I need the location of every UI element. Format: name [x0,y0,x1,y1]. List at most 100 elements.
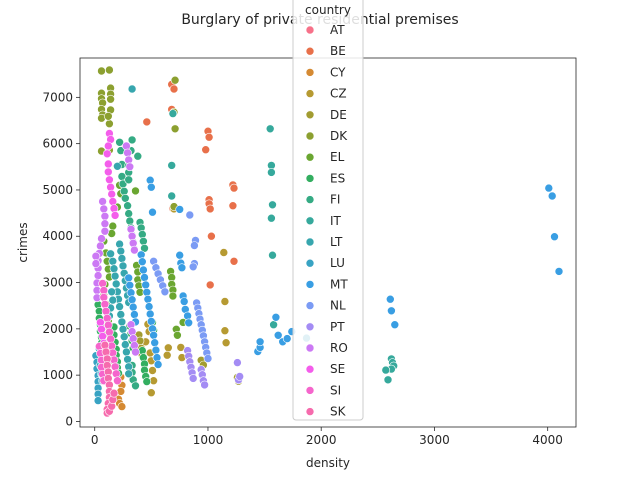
point-mt-8 [179,297,189,306]
point-si-12 [110,362,120,372]
point-lt-0 [106,249,115,259]
legend-marker-ro [305,343,315,353]
point-pt-12 [235,372,244,381]
point-pt-5 [188,374,198,383]
point-it-2 [167,191,176,201]
legend-label-el: EL [330,150,345,164]
point-mt-44 [125,280,135,290]
point-mt-47 [128,302,138,312]
point-ro-28 [131,347,140,357]
x-axis: 0 1000 2000 3000 4000 [91,427,563,447]
point-fi-18 [124,175,133,185]
point-be-8 [229,183,239,193]
point-se-9 [108,197,118,206]
point-el-16 [108,221,118,231]
legend-box [292,0,364,421]
point-mt-29 [139,265,148,275]
point-fi-6 [121,194,130,203]
point-lu-7 [93,396,103,405]
point-cz-7 [147,388,156,398]
point-lt-7 [115,302,124,311]
legend-label-nl: NL [330,299,346,313]
legend-label-pt: PT [330,320,345,334]
point-mt-42 [153,360,163,369]
point-be-11 [228,201,238,210]
point-mt-1 [147,182,156,192]
point-si-14 [113,376,122,386]
point-fi-0 [115,138,124,147]
point-lt-18 [108,295,118,305]
point-it-0 [168,109,178,118]
point-se-6 [105,175,114,185]
point-fi-7 [123,201,132,210]
point-mt-43 [124,273,133,283]
point-lt-9 [117,317,127,327]
point-ro-1 [99,204,109,214]
point-it-8 [268,250,277,260]
point-be-15 [229,256,239,266]
legend-marker-si [305,386,315,395]
point-lt-4 [111,279,121,289]
point-ro-25 [127,327,137,336]
point-si-6 [104,320,113,330]
legend-marker-mt [305,280,315,289]
point-lt-13 [122,347,131,357]
x-tick-label: 4000 [532,433,563,447]
legend-marker-se [305,364,315,374]
x-tick-label: 1000 [193,433,224,447]
point-ro-6 [96,241,105,251]
point-sk-15 [109,388,119,398]
legend-label-mt: MT [330,277,348,291]
legend-marker-de [305,110,315,120]
legend-marker-pt [305,322,315,332]
legend-marker-el [305,152,315,162]
legend-label-be: BE [330,44,346,58]
y-axis: 0 1000 2000 3000 4000 5000 6000 7000 [42,90,80,428]
point-ro-15 [91,259,101,268]
point-dk-13 [104,112,113,121]
point-it-6 [268,200,277,210]
point-lt-10 [118,324,128,334]
point-mt-0 [145,175,155,185]
point-lt-3 [110,271,120,281]
legend-label-cy: CY [330,65,346,79]
legend-marker-es [305,174,315,183]
legend-marker-at [305,25,315,35]
point-cy-9 [117,402,127,411]
point-cz-14 [219,248,229,257]
legend-marker-sk [305,407,315,416]
point-lt-31 [113,162,122,171]
point-it-9 [269,320,278,330]
legend-label-si: SI [330,383,341,397]
legend-marker-nl [305,301,315,310]
y-tick-label: 3000 [42,276,73,290]
legend-label-se: SE [330,362,345,376]
point-mt-33 [143,294,153,304]
point-it-14 [381,365,391,375]
legend-title: country [305,3,351,17]
y-tick-label: 5000 [42,183,73,197]
point-dk-16 [170,124,180,134]
point-mt-23 [554,267,564,276]
point-lt-11 [119,332,129,342]
point-mt-30 [140,273,149,282]
legend-marker-be [305,46,315,56]
point-mt-46 [127,295,137,305]
y-tick-label: 4000 [42,229,73,243]
point-lt-23 [117,254,127,263]
point-it-5 [267,168,276,177]
point-lt-24 [118,261,128,271]
point-dk-14 [170,75,180,85]
point-mt-2 [148,207,157,217]
y-tick-label: 1000 [42,368,73,382]
point-fi-14 [127,135,137,145]
legend-marker-cz [305,89,315,98]
point-mt-16 [273,330,283,340]
legend-marker-dk [305,131,315,141]
point-lt-14 [123,355,132,364]
y-tick-label: 0 [65,414,73,428]
legend-label-lu: LU [330,256,345,270]
point-mt-35 [145,309,155,319]
point-mt-28 [138,257,147,267]
legend-label-ro: RO [330,341,348,355]
